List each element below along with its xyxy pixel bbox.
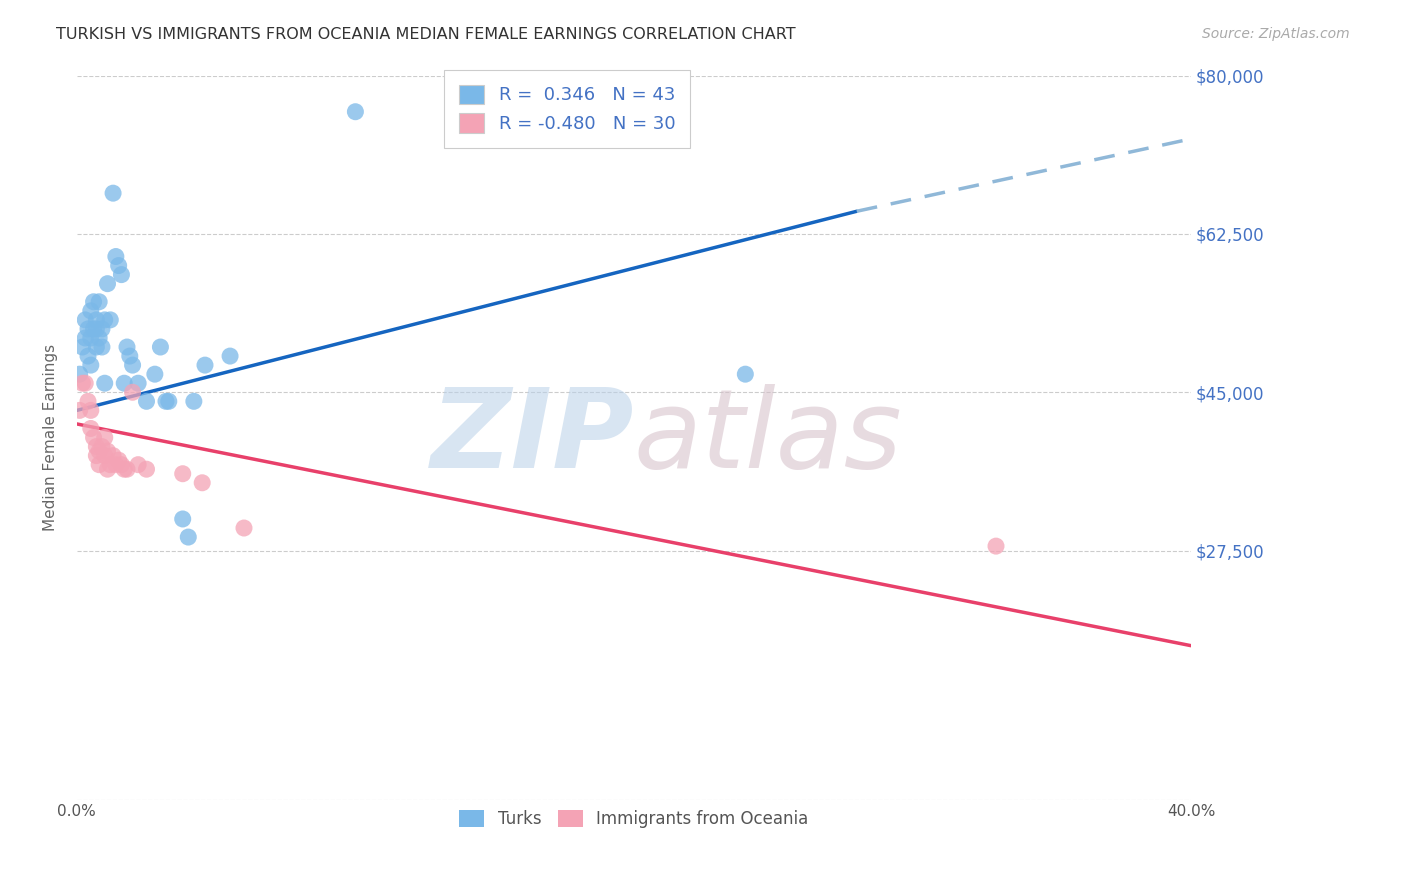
- Point: [155, 394, 177, 409]
- Point: [118, 349, 141, 363]
- Point: [191, 475, 214, 490]
- Point: [157, 394, 180, 409]
- Point: [183, 394, 205, 409]
- Point: [96, 277, 118, 291]
- Point: [86, 340, 108, 354]
- Point: [80, 331, 103, 345]
- Point: [219, 349, 242, 363]
- Point: [98, 458, 121, 472]
- Point: [104, 250, 127, 264]
- Point: [121, 358, 143, 372]
- Point: [80, 421, 103, 435]
- Point: [115, 462, 138, 476]
- Text: ZIP: ZIP: [430, 384, 634, 491]
- Point: [104, 458, 127, 472]
- Point: [127, 376, 149, 391]
- Point: [96, 444, 118, 458]
- Point: [89, 294, 111, 309]
- Point: [121, 385, 143, 400]
- Point: [72, 376, 94, 391]
- Point: [107, 259, 129, 273]
- Point: [86, 449, 108, 463]
- Point: [194, 358, 217, 372]
- Point: [110, 268, 132, 282]
- Point: [91, 322, 114, 336]
- Point: [75, 331, 97, 345]
- Point: [91, 440, 114, 454]
- Point: [86, 440, 108, 454]
- Point: [734, 367, 756, 381]
- Point: [112, 376, 135, 391]
- Point: [115, 340, 138, 354]
- Point: [127, 458, 149, 472]
- Point: [69, 367, 91, 381]
- Point: [344, 104, 367, 119]
- Point: [77, 322, 100, 336]
- Text: Source: ZipAtlas.com: Source: ZipAtlas.com: [1202, 27, 1350, 41]
- Point: [77, 394, 100, 409]
- Point: [93, 449, 115, 463]
- Point: [86, 313, 108, 327]
- Point: [112, 462, 135, 476]
- Point: [107, 453, 129, 467]
- Point: [77, 349, 100, 363]
- Point: [83, 294, 105, 309]
- Point: [172, 512, 194, 526]
- Point: [89, 331, 111, 345]
- Point: [83, 430, 105, 444]
- Point: [89, 458, 111, 472]
- Point: [72, 340, 94, 354]
- Point: [172, 467, 194, 481]
- Point: [143, 367, 166, 381]
- Point: [75, 376, 97, 391]
- Point: [101, 449, 124, 463]
- Point: [135, 462, 157, 476]
- Point: [96, 462, 118, 476]
- Point: [83, 322, 105, 336]
- Text: TURKISH VS IMMIGRANTS FROM OCEANIA MEDIAN FEMALE EARNINGS CORRELATION CHART: TURKISH VS IMMIGRANTS FROM OCEANIA MEDIA…: [56, 27, 796, 42]
- Point: [101, 186, 124, 201]
- Point: [91, 340, 114, 354]
- Point: [98, 313, 121, 327]
- Point: [86, 322, 108, 336]
- Point: [80, 358, 103, 372]
- Point: [984, 539, 1007, 553]
- Point: [93, 313, 115, 327]
- Point: [89, 444, 111, 458]
- Y-axis label: Median Female Earnings: Median Female Earnings: [44, 344, 58, 531]
- Point: [110, 458, 132, 472]
- Point: [80, 403, 103, 417]
- Text: atlas: atlas: [634, 384, 903, 491]
- Point: [69, 403, 91, 417]
- Legend: Turks, Immigrants from Oceania: Turks, Immigrants from Oceania: [453, 803, 815, 835]
- Point: [93, 376, 115, 391]
- Point: [93, 430, 115, 444]
- Point: [135, 394, 157, 409]
- Point: [177, 530, 200, 544]
- Point: [149, 340, 172, 354]
- Point: [80, 303, 103, 318]
- Point: [233, 521, 256, 535]
- Point: [75, 313, 97, 327]
